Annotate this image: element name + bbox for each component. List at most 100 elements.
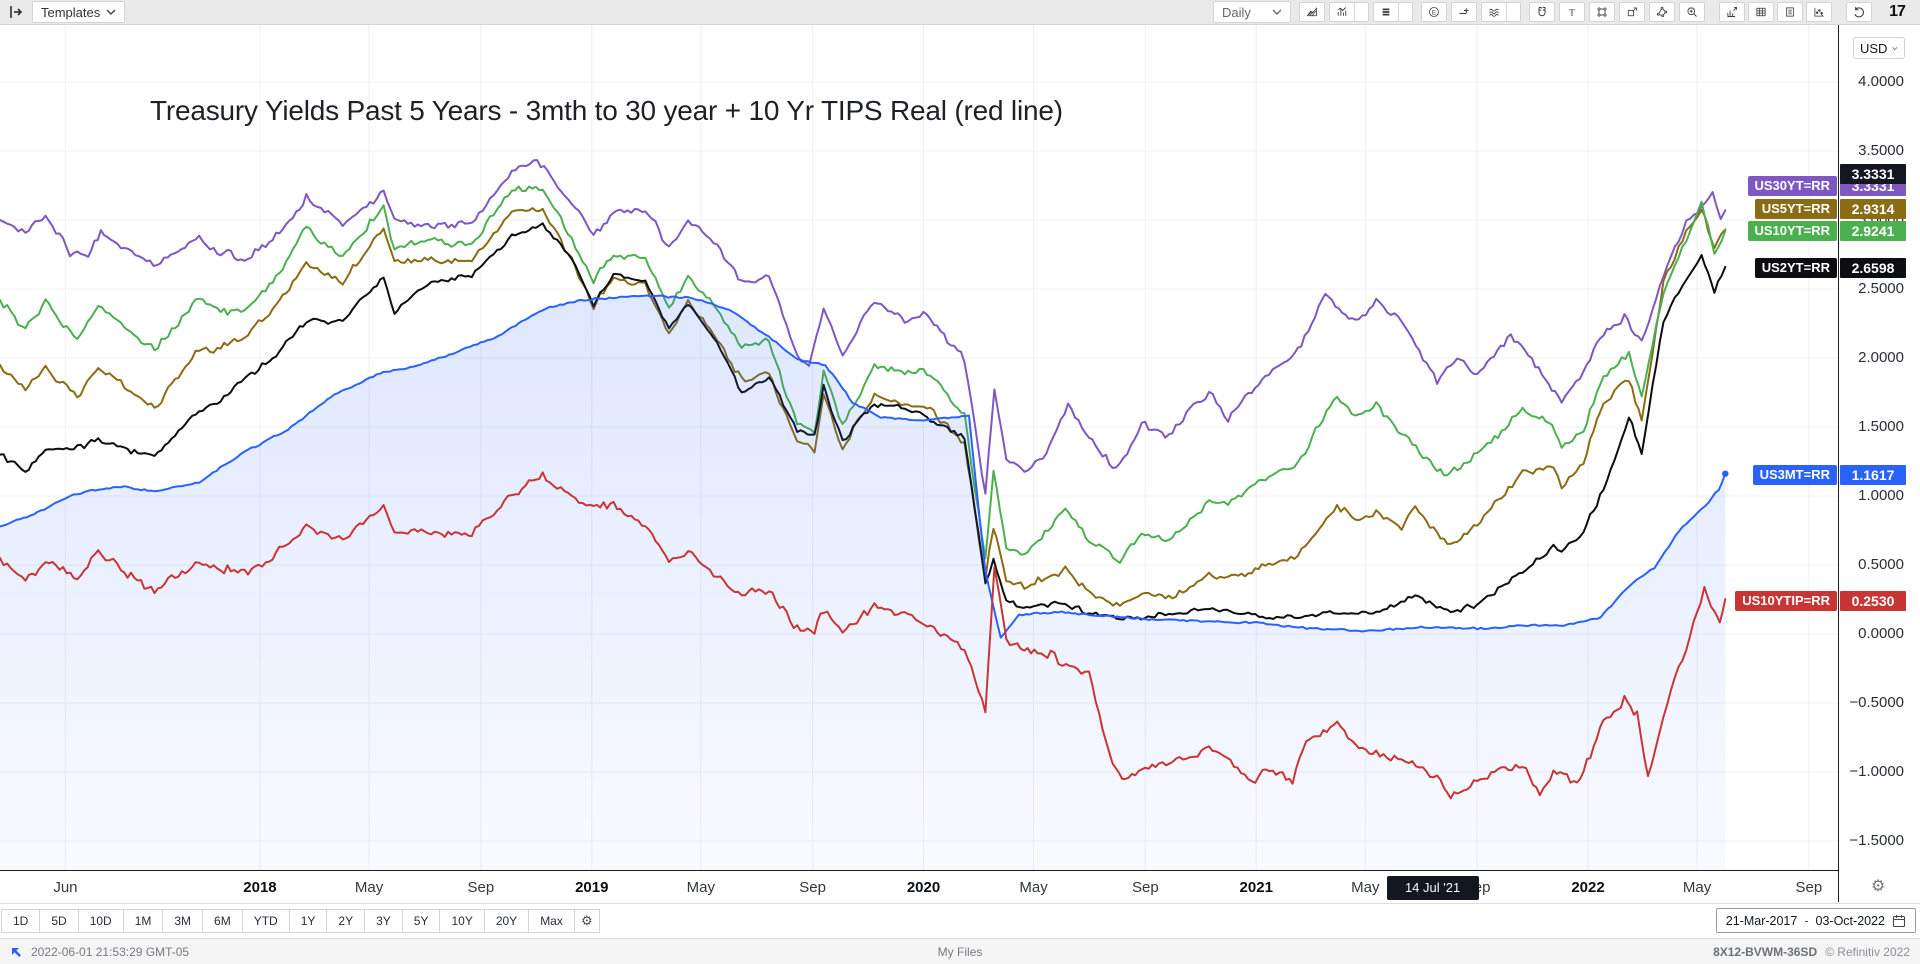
layers-button[interactable] — [1373, 2, 1399, 22]
top-toolbar: Templates Daily — [0, 0, 1920, 25]
chart-style-button[interactable] — [1299, 2, 1325, 22]
price-axis-line — [1838, 25, 1839, 902]
table-icon — [1756, 7, 1766, 17]
axis-settings-gear-icon[interactable]: ⚙ — [1871, 878, 1886, 895]
range-button-ytd[interactable]: YTD — [241, 909, 290, 933]
series-pill-US10YT=RR: US10YT=RR — [1747, 221, 1837, 242]
events-button[interactable]: E — [1421, 2, 1447, 22]
range-settings-gear-button[interactable]: ⚙ — [573, 909, 600, 933]
chart-settings-button[interactable] — [1806, 2, 1832, 22]
shapes-button[interactable] — [1589, 2, 1615, 22]
y-tick-label: 0.5000 — [1858, 556, 1904, 573]
indicators-button[interactable] — [1329, 2, 1355, 22]
y-tick-label: 0.0000 — [1858, 625, 1904, 642]
chevron-down-icon — [1892, 46, 1898, 50]
jump-to-arrow-icon[interactable] — [10, 946, 23, 959]
chart-timestamp: 2022-06-01 21:53:29 GMT-05 — [31, 945, 190, 959]
chart-canvas[interactable] — [0, 25, 1838, 870]
y-tick-label: 4.0000 — [1858, 73, 1904, 90]
range-button-6m[interactable]: 6M — [202, 909, 243, 933]
x-tick-label: May — [1682, 879, 1712, 896]
templates-button[interactable]: Templates — [32, 1, 126, 23]
move-shape-icon — [1627, 7, 1637, 17]
volume-profile-button[interactable] — [1719, 2, 1745, 22]
y-tick-label: 2.0000 — [1858, 349, 1904, 366]
chevron-down-icon — [106, 9, 116, 15]
toolbar-left-group: Templates — [0, 1, 126, 23]
polygon-icon — [1656, 6, 1668, 18]
undo-icon — [1854, 7, 1864, 18]
range-button-1d[interactable]: 1D — [1, 909, 41, 933]
range-button-20y[interactable]: 20Y — [483, 909, 530, 933]
tradingview-logo-text: 17 — [1889, 3, 1906, 20]
events-icon: E — [1429, 7, 1439, 17]
scatter-chart-icon — [1814, 7, 1824, 17]
compare-button[interactable] — [1451, 2, 1477, 22]
polygon-button[interactable] — [1649, 2, 1675, 22]
terminal-id: 8X12-BVWM-36SD — [1713, 945, 1818, 959]
last-value-dot-US3MT=RR — [1722, 470, 1729, 477]
range-button-1y[interactable]: 1Y — [288, 909, 328, 933]
status-bar: 2022-06-01 21:53:29 GMT-05 My Files 8X12… — [0, 938, 1920, 964]
tradingview-logo[interactable]: 17 — [1880, 2, 1914, 22]
date-to: 03-Oct-2022 — [1815, 913, 1885, 928]
range-button-3y[interactable]: 3Y — [364, 909, 403, 933]
series-pill-US2YT=RR: US2YT=RR — [1754, 257, 1837, 278]
calendar-icon — [1892, 914, 1906, 927]
data-table-button[interactable] — [1748, 2, 1774, 22]
my-files-link[interactable]: My Files — [937, 945, 983, 959]
panel-expand-icon[interactable] — [4, 4, 28, 20]
undo-button[interactable] — [1846, 2, 1872, 22]
range-button-10d[interactable]: 10D — [77, 909, 124, 933]
range-button-1m[interactable]: 1M — [122, 909, 164, 933]
histogram-arrow-icon — [1727, 7, 1737, 17]
x-tick-label: 2018 — [243, 879, 277, 896]
chart-title: Treasury Yields Past 5 Years - 3mth to 3… — [150, 95, 1063, 126]
x-tick-label: May — [354, 879, 384, 896]
range-button-max[interactable]: Max — [528, 909, 575, 933]
series-line-US30YT=RR[interactable] — [0, 159, 1727, 495]
x-tick-label: May — [1019, 879, 1048, 896]
y-tick-label: −0.5000 — [1849, 694, 1904, 711]
interval-select[interactable]: Daily — [1213, 1, 1291, 23]
document-icon — [1786, 7, 1794, 17]
chevron-down-icon — [1513, 11, 1514, 13]
currency-select[interactable]: USD — [1853, 37, 1905, 59]
zoom-in-button[interactable] — [1679, 2, 1705, 22]
area-chart-icon — [1306, 7, 1317, 17]
crosshair-date-label: 14 Jul '21 — [1386, 876, 1479, 900]
layers-dropdown[interactable] — [1398, 2, 1413, 22]
patterns-dropdown[interactable] — [1506, 2, 1521, 22]
move-shape-button[interactable] — [1619, 2, 1645, 22]
y-tick-label: 3.5000 — [1858, 142, 1904, 159]
waves-icon — [1489, 8, 1499, 17]
range-button-10y[interactable]: 10Y — [439, 909, 485, 933]
report-button[interactable] — [1777, 2, 1803, 22]
svg-text:E: E — [1432, 9, 1436, 16]
magnet-button[interactable] — [1529, 2, 1555, 22]
series-line-US3MT=RR[interactable] — [0, 294, 1727, 639]
x-tick-label: 2019 — [575, 879, 609, 896]
range-button-3m[interactable]: 3M — [162, 909, 204, 933]
shapes-icon — [1597, 7, 1607, 17]
range-button-2y[interactable]: 2Y — [326, 909, 366, 933]
range-button-5y[interactable]: 5Y — [401, 909, 441, 933]
series-line-US10YT=RR[interactable] — [0, 185, 1727, 564]
text-tool-icon: T — [1569, 7, 1575, 18]
series-price-US5YT=RR: 2.9314 — [1840, 199, 1906, 220]
compare-icon — [1459, 8, 1469, 14]
y-tick-label: −1.5000 — [1849, 832, 1904, 849]
indicators-dropdown[interactable] — [1354, 2, 1369, 22]
currency-label: USD — [1860, 40, 1888, 56]
templates-label: Templates — [41, 4, 101, 20]
series-line-US10YTIP=RR[interactable] — [0, 471, 1727, 800]
interval-label: Daily — [1222, 4, 1251, 20]
text-tool-button[interactable]: T — [1559, 2, 1585, 22]
x-tick-label: Sep — [1795, 879, 1823, 896]
x-tick-label: May — [686, 879, 715, 896]
patterns-button[interactable] — [1481, 2, 1507, 22]
date-range-picker[interactable]: 21-Mar-2017 - 03-Oct-2022 — [1715, 908, 1916, 933]
series-price-US10YTIP=RR: 0.2530 — [1840, 591, 1906, 612]
range-button-5d[interactable]: 5D — [39, 909, 79, 933]
